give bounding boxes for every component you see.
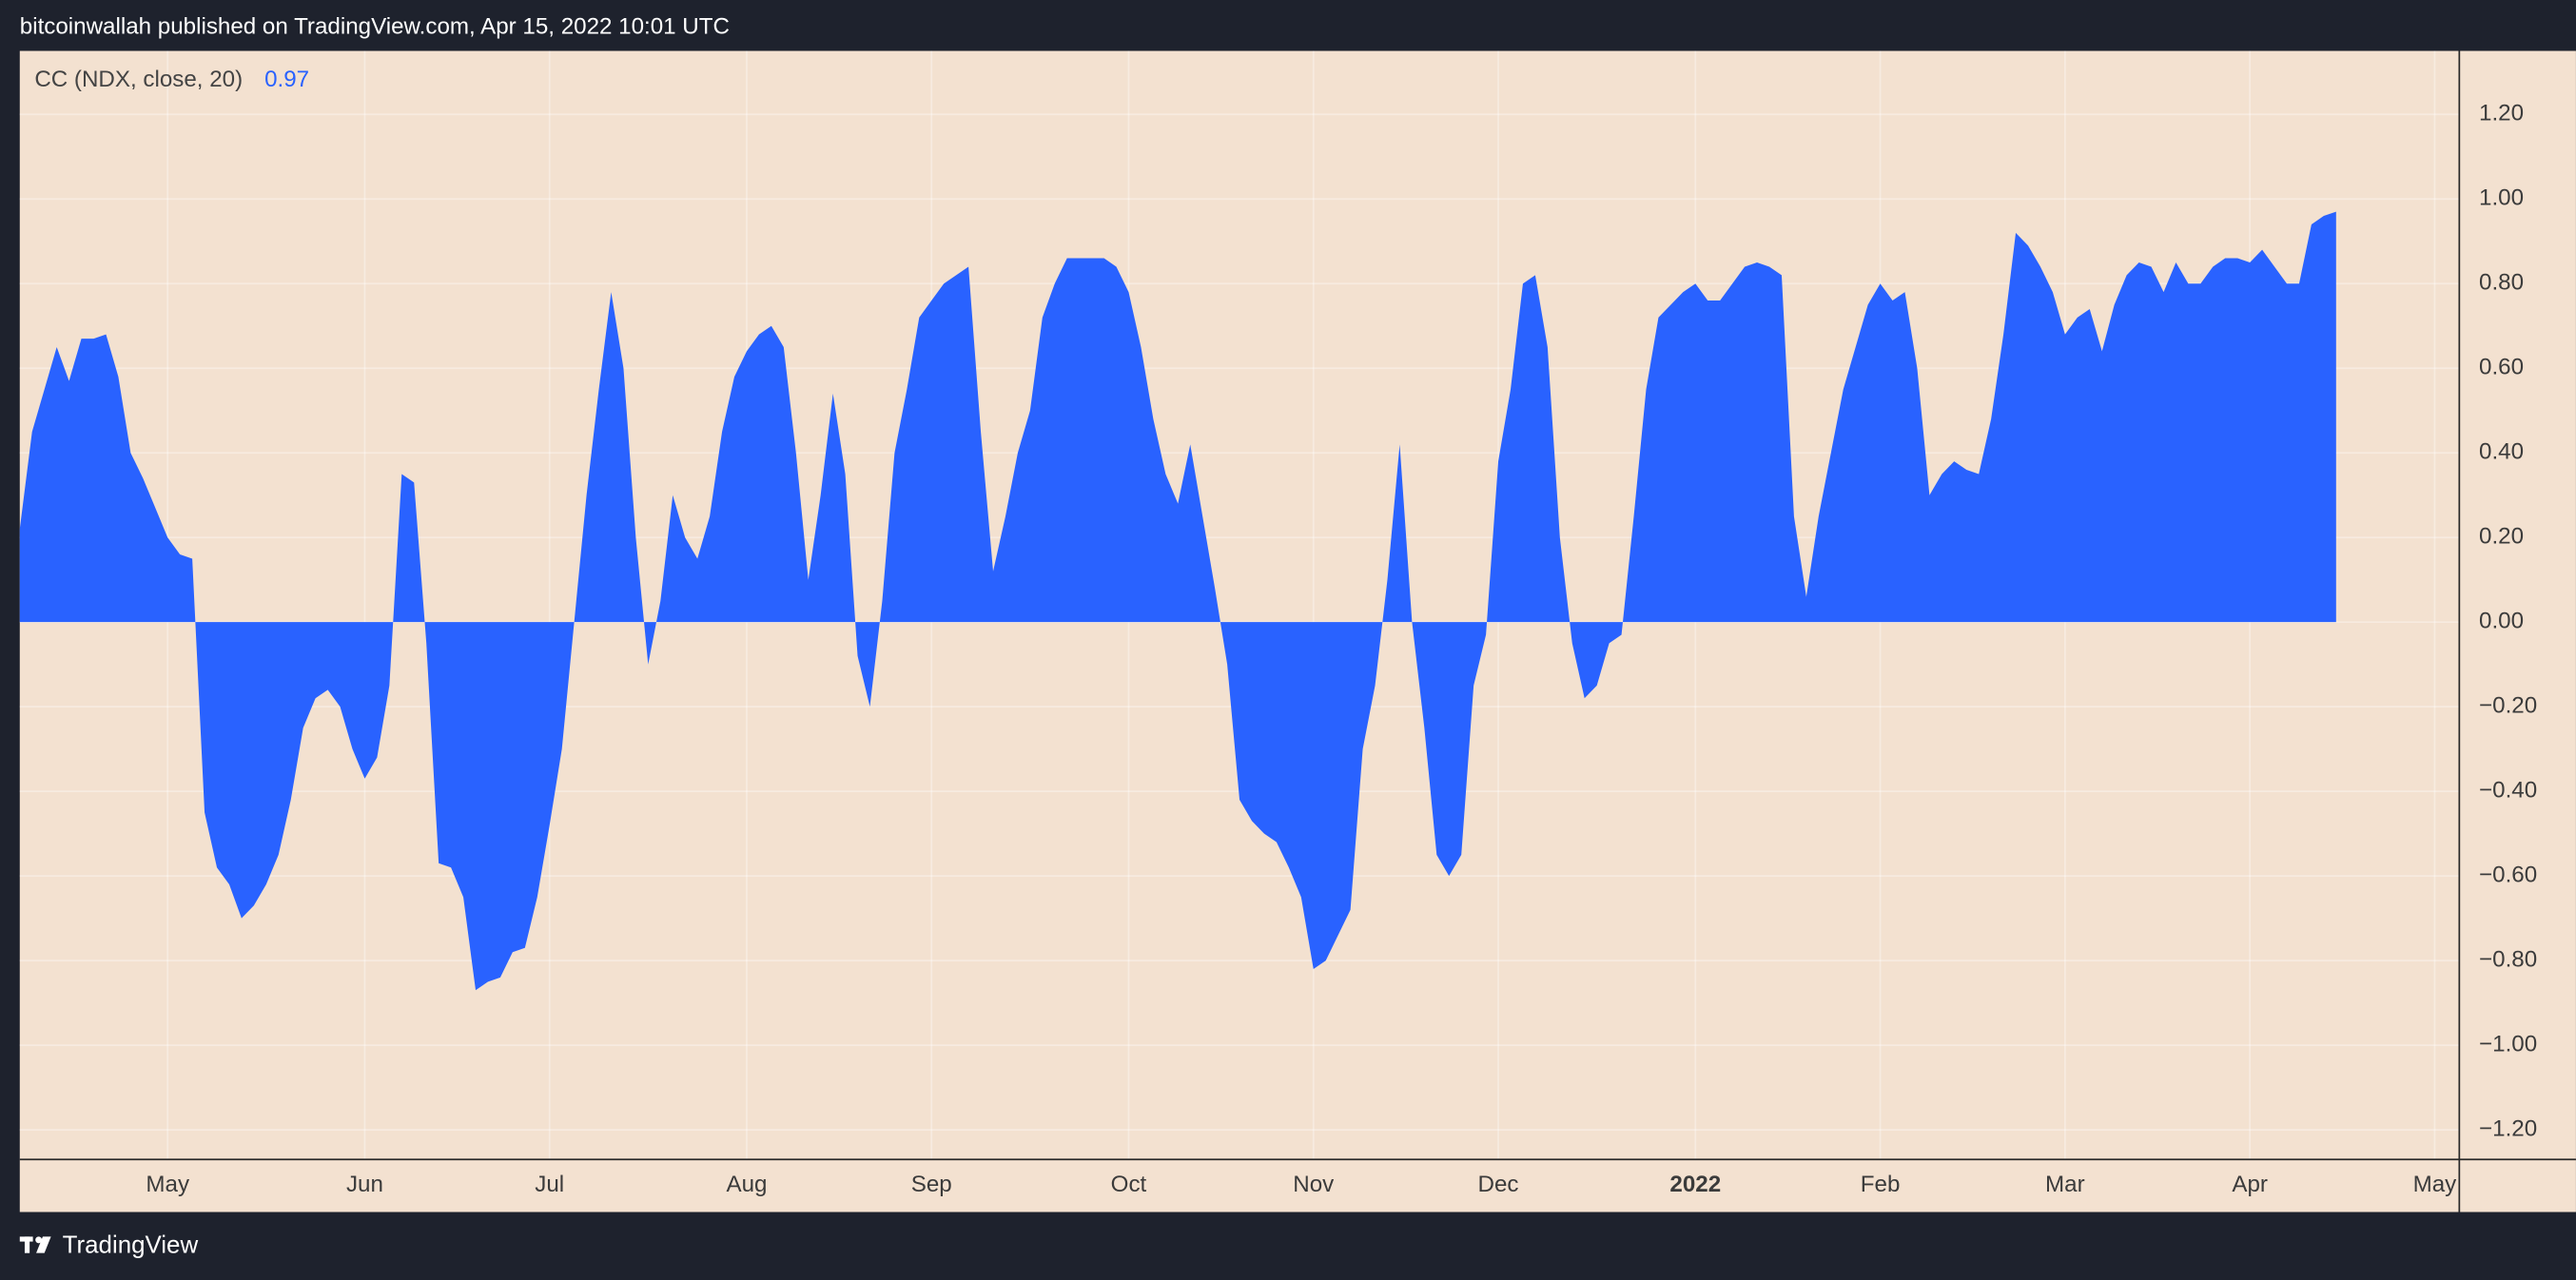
y-tick-label: −0.20 — [2479, 693, 2537, 719]
brand-name[interactable]: TradingView — [63, 1232, 199, 1259]
y-tick-label: −1.20 — [2479, 1115, 2537, 1141]
y-tick-label: 1.00 — [2479, 185, 2524, 211]
x-tick-label: Sep — [911, 1172, 952, 1197]
x-tick-label: Dec — [1478, 1172, 1519, 1197]
x-tick-label: Oct — [1111, 1172, 1147, 1197]
y-tick-label: −0.60 — [2479, 863, 2537, 888]
y-tick-label: 0.40 — [2479, 439, 2524, 465]
y-tick-label: −1.00 — [2479, 1032, 2537, 1057]
y-tick-label: 0.00 — [2479, 609, 2524, 634]
x-tick-label: May — [146, 1172, 190, 1197]
x-tick-label: Mar — [2045, 1172, 2085, 1197]
brand-logo — [19, 1236, 51, 1253]
x-tick-label: May — [2413, 1172, 2458, 1197]
publish-header: bitcoinwallah published on TradingView.c… — [20, 14, 730, 40]
indicator-value: 0.97 — [264, 67, 309, 92]
x-tick-label: Nov — [1293, 1172, 1334, 1197]
x-tick-label: Feb — [1861, 1172, 1901, 1197]
x-tick-label: Aug — [726, 1172, 767, 1197]
y-tick-label: −0.80 — [2479, 947, 2537, 973]
x-tick-label: Apr — [2232, 1172, 2268, 1197]
x-tick-label: Jul — [535, 1172, 564, 1197]
y-tick-label: 0.60 — [2479, 355, 2524, 380]
y-tick-label: −0.40 — [2479, 778, 2537, 804]
x-tick-label: Jun — [346, 1172, 383, 1197]
plot — [19, 211, 2336, 991]
y-tick-label: 0.80 — [2479, 270, 2524, 296]
indicator-name[interactable]: CC (NDX, close, 20) — [34, 67, 243, 92]
y-tick-label: 1.20 — [2479, 101, 2524, 126]
axis-labels: −1.20 −1.00 −0.80 −0.60 −0.40 −0.20 0.00 0.20 0.… — [146, 101, 2537, 1198]
y-tick-label: 0.20 — [2479, 524, 2524, 550]
x-tick-label: 2022 — [1669, 1172, 1721, 1197]
area — [19, 211, 2336, 991]
